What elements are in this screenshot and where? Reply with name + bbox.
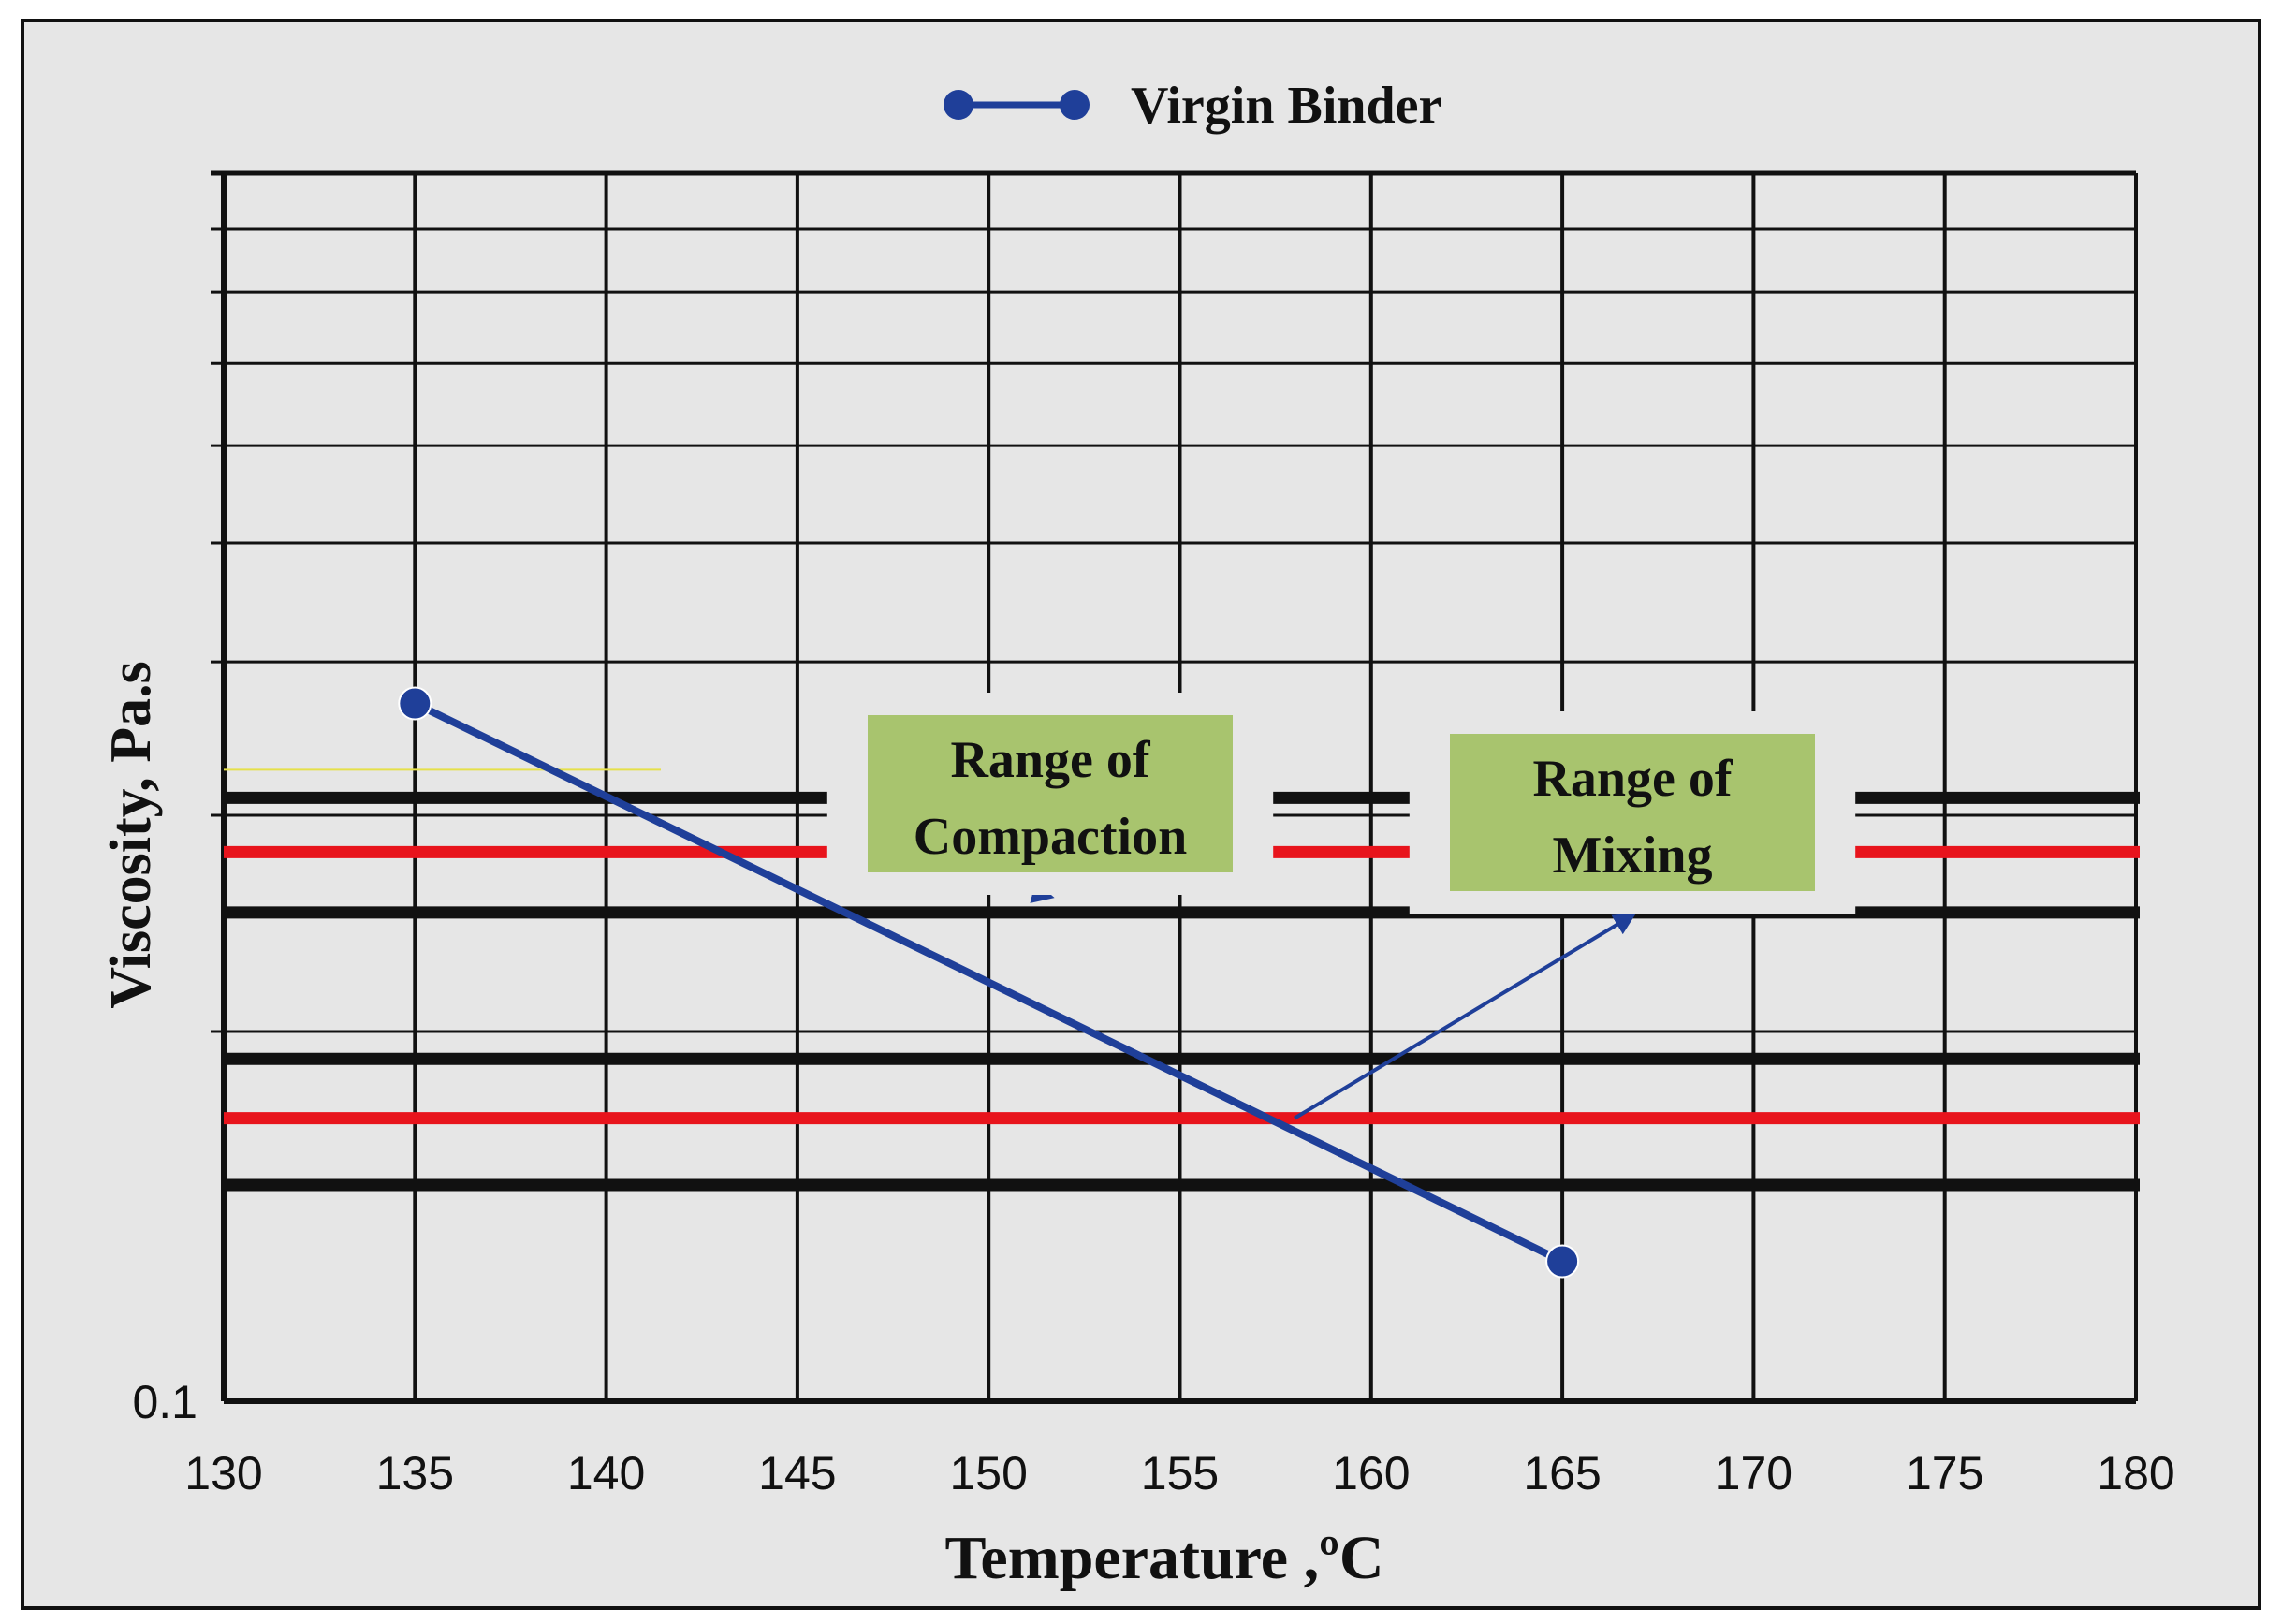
y-axis-title: Viscosity, Pa.s [99, 661, 163, 1008]
annotation-arrow-mixing [1294, 913, 1637, 1120]
data-point [398, 686, 432, 721]
x-tick-label: 135 [376, 1447, 454, 1500]
data-point [1545, 1244, 1580, 1279]
x-tick-label: 150 [949, 1447, 1027, 1500]
x-tick-label: 130 [184, 1447, 262, 1500]
x-tick-label: 180 [2097, 1447, 2174, 1500]
annotation-line2-compaction: Compaction [914, 808, 1187, 866]
x-tick-label: 145 [758, 1447, 836, 1500]
x-tick-label: 160 [1332, 1447, 1410, 1500]
series-layer [398, 686, 1580, 1279]
annotation-line2-mixing: Mixing [1552, 827, 1712, 885]
x-tick-label: 155 [1141, 1447, 1219, 1500]
legend-label: Virgin Binder [1131, 77, 1441, 135]
legend-marker [944, 90, 973, 120]
series-line-virgin-binder [413, 699, 1564, 1266]
legend: Virgin Binder [944, 77, 1441, 135]
annotation-box-mixing [1450, 734, 1815, 891]
tick-labels: 130 135 140 145 150 155 160 165 170 175 180 0.1 [132, 1376, 2174, 1500]
legend-marker [1060, 90, 1090, 120]
x-tick-label: 165 [1523, 1447, 1601, 1500]
x-tick-label: 175 [1906, 1447, 1983, 1500]
annotation-boxes: Range of Compaction Range of Mixing [826, 693, 1856, 914]
annotation-line1-mixing: Range of [1532, 750, 1733, 808]
chart-frame: Range of Compaction Range of Mixing 130 135 1… [21, 19, 2261, 1610]
x-tick-label: 140 [567, 1447, 645, 1500]
annotation-box-compaction [868, 715, 1233, 872]
annotation-line1-compaction: Range of [950, 731, 1150, 789]
x-tick-label: 170 [1715, 1447, 1792, 1500]
y-tick-label: 0.1 [132, 1376, 197, 1428]
x-axis-title: Temperature ,ºC [944, 1524, 1383, 1592]
